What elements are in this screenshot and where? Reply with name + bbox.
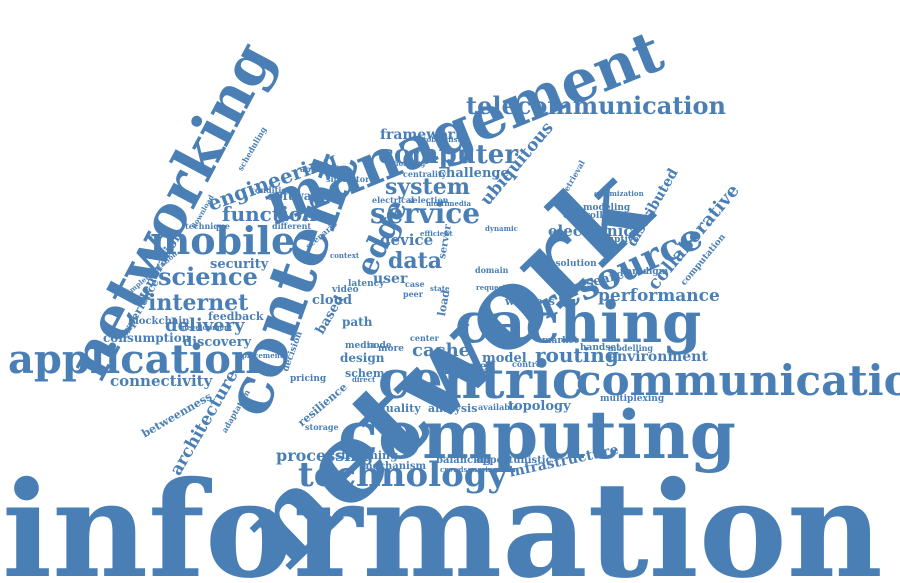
word-security: security xyxy=(210,257,269,272)
word-mobile: mobile xyxy=(150,218,296,263)
word-blockchain: blockchain xyxy=(128,316,190,327)
word-model: model xyxy=(482,351,527,366)
word-domain: domain xyxy=(475,265,509,275)
word-crowdsourcing: crowdsourcing xyxy=(440,465,498,474)
word-center: center xyxy=(410,333,439,343)
word-electrical: electrical xyxy=(372,195,415,205)
word-opportunistic: opportunistic xyxy=(476,455,552,466)
word-pricing: pricing xyxy=(290,374,327,384)
word-multimedia: multimedia xyxy=(426,199,471,208)
word-system: system xyxy=(385,174,470,200)
word-data: data xyxy=(388,248,443,274)
word-probabilistic: probabilistic xyxy=(418,135,468,144)
word-placement: placement xyxy=(242,351,283,360)
word-challenge: challenge xyxy=(438,166,509,181)
word-control: control xyxy=(512,359,545,369)
word-performance: performance xyxy=(598,286,720,306)
word-feedback: feedback xyxy=(208,310,264,323)
word-more: more xyxy=(378,344,404,354)
word-cloud: cloud xyxy=(312,293,353,308)
word-modeling: modeling xyxy=(583,203,631,213)
word-development: development xyxy=(182,323,233,332)
word-technology: technology xyxy=(298,455,508,495)
word-latency: latency xyxy=(348,279,385,289)
word-wireless: wireless xyxy=(505,295,556,308)
word-framework: framework xyxy=(380,127,465,143)
word-consumption: consumption xyxy=(103,331,191,345)
word-media: media xyxy=(345,341,376,351)
word-direct: direct xyxy=(352,375,376,384)
word-storage: storage xyxy=(305,422,339,432)
word-analysis: analysis xyxy=(428,402,478,415)
word-telecommunication: telecommunication xyxy=(466,91,726,120)
word-controller: controller xyxy=(563,211,614,221)
word-technique: technique xyxy=(185,221,230,231)
word-disruptive: disruptive xyxy=(588,235,639,245)
word-device: device xyxy=(380,231,434,249)
word-user: user xyxy=(373,271,408,287)
word-scheme: scheme xyxy=(345,367,392,380)
word-caching: caching xyxy=(455,290,702,356)
word-context: context xyxy=(330,251,360,260)
word-topology: topology xyxy=(508,399,571,414)
word-internet: internet xyxy=(148,290,249,316)
word-resolution: resolution xyxy=(545,259,597,269)
word-processing: processing xyxy=(276,446,374,465)
word-mechanism: mechanism xyxy=(362,461,427,472)
word-case: case xyxy=(405,279,425,289)
word-discovery: discovery xyxy=(183,335,252,350)
word-delivery: delivery xyxy=(165,315,245,336)
word-approach: approach xyxy=(300,164,342,174)
word-selection: selection xyxy=(408,195,449,205)
word-computing: computing xyxy=(338,396,736,474)
word-optimization: optimization xyxy=(594,189,644,198)
word-offloading: offloading xyxy=(386,159,426,168)
word-named: named xyxy=(450,359,496,373)
word-paradigm: paradigm xyxy=(620,267,669,277)
word-available: available xyxy=(478,402,518,412)
word-design: design xyxy=(340,351,385,365)
word-efficient: efficient xyxy=(420,229,453,238)
word-science: science xyxy=(158,262,258,291)
word-request: request xyxy=(476,283,506,292)
word-routing: routing xyxy=(535,343,619,367)
word-computer: computer xyxy=(378,140,519,170)
word-quality: quality xyxy=(378,402,421,415)
word-service: service xyxy=(370,197,481,230)
word-information: information xyxy=(2,453,883,583)
word-communication: communication xyxy=(576,356,900,405)
word-centrality: centrality xyxy=(403,169,447,179)
word-application: application xyxy=(8,336,260,383)
word-state: state xyxy=(430,284,450,293)
word-dynamic: dynamic xyxy=(485,224,518,233)
word-centric: centric xyxy=(378,350,584,411)
word-modelling: modelling xyxy=(608,343,654,353)
word-different: different xyxy=(272,221,312,231)
word-cache: cache xyxy=(412,340,471,361)
word-handset: handset xyxy=(580,343,621,353)
word-electronic: electronic xyxy=(548,222,633,240)
word-function: function xyxy=(222,202,317,226)
word-market: market xyxy=(542,336,579,346)
word-environment: environment xyxy=(608,349,708,365)
word-multiplexing: multiplexing xyxy=(600,394,665,404)
word-streaming: streaming xyxy=(335,449,398,462)
word-peer: peer xyxy=(403,289,423,299)
word-software: software xyxy=(268,189,326,203)
word-node: node xyxy=(367,341,392,351)
word-path: path xyxy=(342,315,373,329)
word-video: video xyxy=(332,285,359,295)
word-balancing: balancing xyxy=(436,455,492,466)
word-simulator: simulator xyxy=(326,174,370,184)
word-connectivity: connectivity xyxy=(110,372,213,390)
word-condition: condition xyxy=(250,185,293,195)
